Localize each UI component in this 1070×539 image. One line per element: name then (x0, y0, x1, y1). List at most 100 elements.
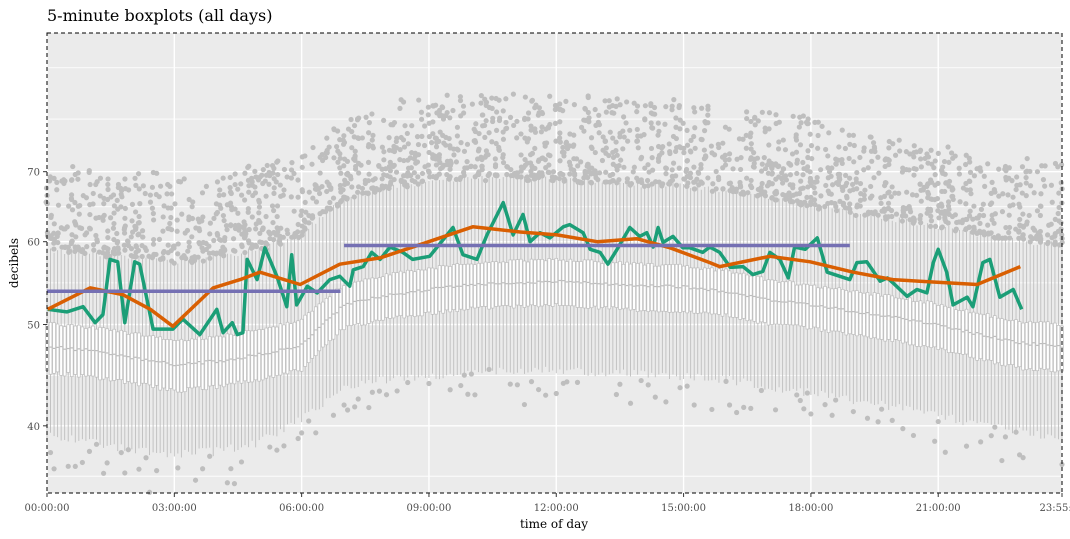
outlier-point (115, 246, 121, 252)
outlier-point (694, 176, 700, 182)
box (264, 327, 269, 379)
outlier-point (405, 141, 411, 147)
outlier-point (557, 119, 563, 125)
boxplot (451, 181, 456, 377)
outlier-point (394, 135, 400, 141)
outlier-point (811, 184, 817, 191)
outlier-point (149, 184, 156, 190)
outlier-point (284, 174, 290, 180)
box (384, 273, 389, 318)
outlier-point (561, 176, 567, 182)
box (869, 294, 873, 339)
box (374, 278, 378, 321)
boxplot (1024, 241, 1029, 431)
box (501, 261, 505, 306)
outlier-point (65, 463, 71, 469)
outlier-point (356, 170, 362, 176)
outlier-point (262, 178, 268, 184)
outlier-point (164, 191, 170, 197)
outlier-point (274, 159, 280, 165)
outlier-point (628, 181, 635, 187)
outlier-point (906, 167, 912, 173)
box (989, 316, 994, 361)
outlier-point (846, 132, 852, 138)
outlier-point (150, 210, 156, 217)
outlier-point (673, 173, 679, 179)
outlier-point (185, 248, 191, 254)
boxplot (731, 194, 735, 380)
outlier-point (692, 145, 698, 151)
outlier-point (397, 146, 403, 153)
outlier-point (560, 144, 566, 151)
outlier-point (1026, 212, 1032, 219)
box (338, 288, 343, 331)
outlier-point (416, 97, 422, 103)
boxplot (420, 181, 424, 376)
outlier-point (351, 194, 357, 200)
boxplot (795, 201, 799, 391)
outlier-point (652, 111, 658, 117)
outlier-point (500, 108, 506, 114)
box (554, 257, 559, 305)
outlier-point (169, 191, 175, 197)
outlier-point (195, 254, 201, 260)
outlier-point (987, 201, 994, 208)
box (550, 259, 555, 307)
outlier-point (794, 392, 800, 398)
outlier-point (114, 197, 120, 204)
outlier-point (638, 377, 644, 384)
boxplot (784, 199, 788, 392)
box (745, 274, 749, 322)
outlier-point (588, 171, 594, 177)
outlier-point (875, 419, 881, 425)
boxplot (73, 251, 78, 443)
boxplot (688, 188, 693, 379)
outlier-point (971, 173, 978, 179)
outlier-point (660, 181, 666, 187)
outlier-point (66, 203, 72, 209)
outlier-point (235, 186, 241, 192)
outlier-point (557, 130, 563, 136)
box (724, 268, 728, 315)
outlier-point (289, 160, 295, 166)
box (720, 270, 725, 317)
outlier-point (334, 143, 340, 150)
outlier-point (522, 94, 528, 100)
outlier-point (179, 211, 185, 217)
outlier-point (715, 141, 721, 147)
outlier-point (1042, 163, 1048, 169)
outlier-point (606, 98, 612, 104)
outlier-point (868, 183, 874, 190)
outlier-point (928, 213, 934, 219)
outlier-point (978, 206, 985, 212)
outlier-point (1038, 191, 1044, 197)
boxplot (660, 187, 665, 374)
box (370, 277, 375, 323)
outlier-point (988, 230, 994, 236)
outlier-point (850, 132, 857, 138)
outlier-point (270, 219, 276, 226)
outlier-point (758, 387, 764, 394)
boxplot (855, 215, 859, 402)
outlier-point (433, 144, 440, 150)
outlier-point (671, 97, 677, 103)
outlier-point (432, 135, 438, 141)
outlier-point (1010, 194, 1016, 200)
outlier-point (299, 208, 305, 214)
outlier-point (815, 119, 821, 125)
outlier-point (630, 169, 636, 175)
boxplot (197, 257, 201, 449)
outlier-point (137, 201, 143, 207)
outlier-point (199, 190, 206, 196)
outlier-point (698, 161, 704, 168)
outlier-point (532, 126, 538, 132)
outlier-point (111, 203, 118, 209)
outlier-point (940, 164, 946, 170)
outlier-point (277, 241, 284, 247)
outlier-point (1010, 202, 1016, 208)
outlier-point (93, 441, 100, 447)
outlier-point (980, 212, 987, 219)
outlier-point (904, 189, 910, 195)
outlier-point (528, 168, 534, 174)
box (473, 264, 477, 309)
